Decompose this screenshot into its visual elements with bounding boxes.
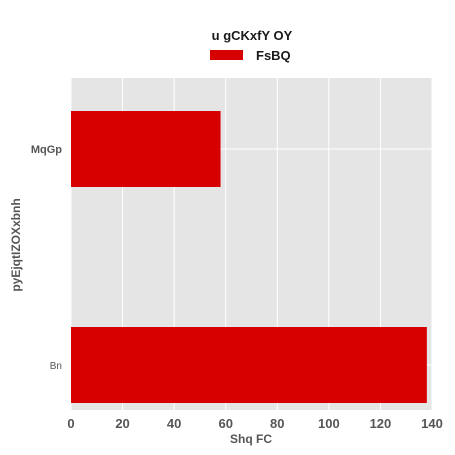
- x-tick-label-3: 60: [218, 416, 232, 431]
- x-tick-label-7: 140: [421, 416, 443, 431]
- x-tick-label-6: 120: [370, 416, 392, 431]
- legend-label: FsBQ: [256, 48, 291, 63]
- x-tick-label-5: 100: [318, 416, 340, 431]
- y-tick-label-bn: Bn: [50, 361, 62, 372]
- legend-title: u gCKxfY OY: [212, 28, 293, 43]
- x-axis-ticks: 0 20 40 60 80 100 120 140: [67, 416, 442, 431]
- x-axis-label: Shq FC: [230, 432, 272, 446]
- legend: u gCKxfY OY FsBQ: [210, 28, 293, 63]
- y-tick-label-mqgp: MqGp: [31, 144, 62, 156]
- x-tick-label-0: 0: [67, 416, 74, 431]
- x-tick-label-4: 80: [270, 416, 284, 431]
- bars: [71, 111, 427, 403]
- x-tick-label-2: 40: [167, 416, 181, 431]
- bar-mqgp: [71, 111, 221, 187]
- y-axis-ticks: MqGp Bn: [31, 144, 62, 372]
- y-axis-label: pyEjqtIZOXxbnh: [9, 198, 23, 291]
- bar-bn: [71, 327, 427, 403]
- legend-swatch: [210, 50, 243, 60]
- x-tick-label-1: 20: [115, 416, 129, 431]
